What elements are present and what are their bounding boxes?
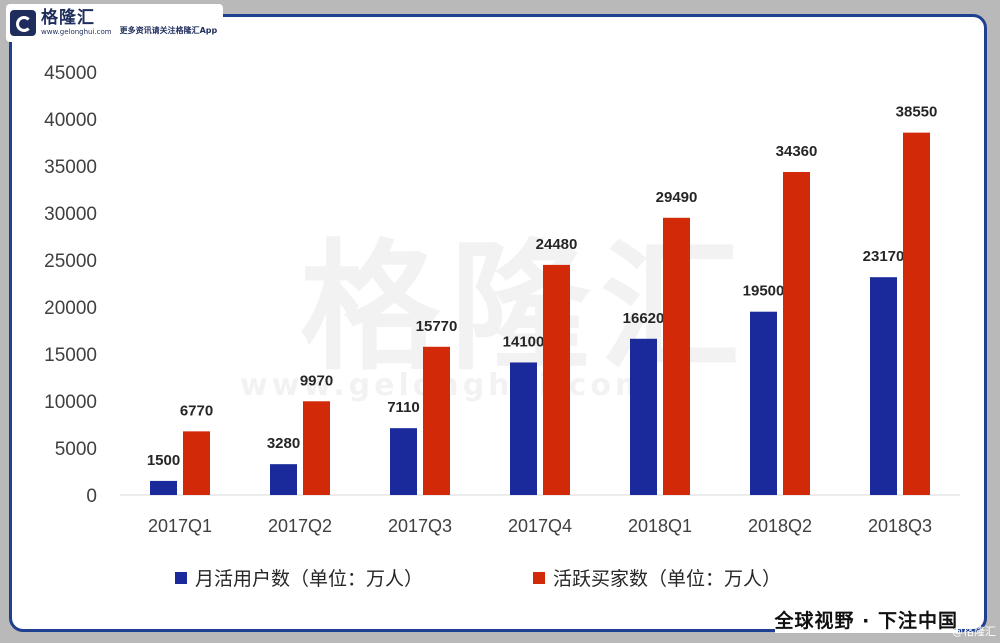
bar-series-2 (783, 172, 810, 496)
x-tick-label: 2017Q1 (148, 516, 212, 536)
y-tick-label: 30000 (44, 204, 97, 225)
bar-series-1 (150, 480, 177, 495)
bar-series-2 (663, 217, 690, 495)
data-label: 19500 (743, 283, 785, 300)
legend-item-series-1: 月活用户数（单位：万人） (175, 564, 423, 591)
bar-series-2 (183, 431, 210, 495)
bar-series-1 (510, 362, 537, 495)
data-label: 29490 (656, 189, 698, 206)
bar-series-1 (750, 311, 777, 495)
chart-frame (9, 14, 987, 632)
brand-name: 格隆汇 (41, 8, 95, 28)
data-label: 3280 (267, 435, 300, 452)
footer-slogan: 全球视野 · 下注中国 (774, 606, 958, 633)
bar-series-2 (303, 401, 330, 495)
bar-series-1 (630, 338, 657, 495)
data-label: 15770 (416, 318, 458, 335)
x-tick-label: 2017Q2 (268, 516, 332, 536)
data-label: 16620 (623, 310, 665, 327)
legend-label-series-1: 月活用户数（单位：万人） (195, 568, 424, 590)
y-tick-label: 45000 (44, 63, 97, 84)
bar-series-1 (870, 277, 897, 495)
x-tick-label: 2018Q1 (628, 516, 692, 536)
bar-series-2 (543, 264, 570, 495)
legend-label-series-2: 活跃买家数（单位：万人） (553, 568, 782, 590)
logo-icon (10, 10, 36, 36)
data-label: 24480 (536, 236, 578, 253)
legend-item-series-2: 活跃买家数（单位：万人） (533, 564, 781, 591)
y-tick-label: 10000 (44, 392, 97, 413)
data-label: 9970 (300, 372, 333, 389)
bar-series-1 (390, 428, 417, 495)
bar-series-2 (423, 346, 450, 495)
brand-logo: 格隆汇 www.gelonghui.com 更多资讯请关注格隆汇App (6, 4, 224, 42)
y-tick-label: 5000 (55, 439, 97, 460)
brand-slogan: 更多资讯请关注格隆汇App (119, 26, 218, 35)
data-label: 38550 (896, 104, 938, 121)
data-label: 1500 (147, 452, 180, 469)
bar-series-2 (903, 132, 930, 495)
y-tick-label: 25000 (44, 251, 97, 272)
y-tick-label: 40000 (44, 110, 97, 131)
data-label: 23170 (863, 248, 905, 265)
legend-swatch-series-2 (533, 571, 545, 584)
data-label: 7110 (387, 399, 420, 416)
data-label: 14100 (503, 333, 545, 350)
legend-swatch-series-1 (175, 571, 187, 584)
x-tick-label: 2017Q3 (388, 516, 452, 536)
x-tick-label: 2018Q3 (868, 516, 932, 536)
y-tick-label: 15000 (44, 345, 97, 366)
y-tick-label: 35000 (44, 157, 97, 178)
y-tick-label: 0 (86, 486, 97, 507)
bar-series-1 (270, 464, 297, 495)
data-label: 34360 (776, 143, 818, 160)
y-tick-label: 20000 (44, 298, 97, 319)
data-label: 6770 (180, 402, 213, 419)
brand-url: www.gelonghui.com (41, 28, 112, 36)
x-tick-label: 2017Q4 (508, 516, 572, 536)
corner-watermark: @格隆汇 (952, 625, 996, 638)
x-tick-label: 2018Q2 (748, 516, 812, 536)
